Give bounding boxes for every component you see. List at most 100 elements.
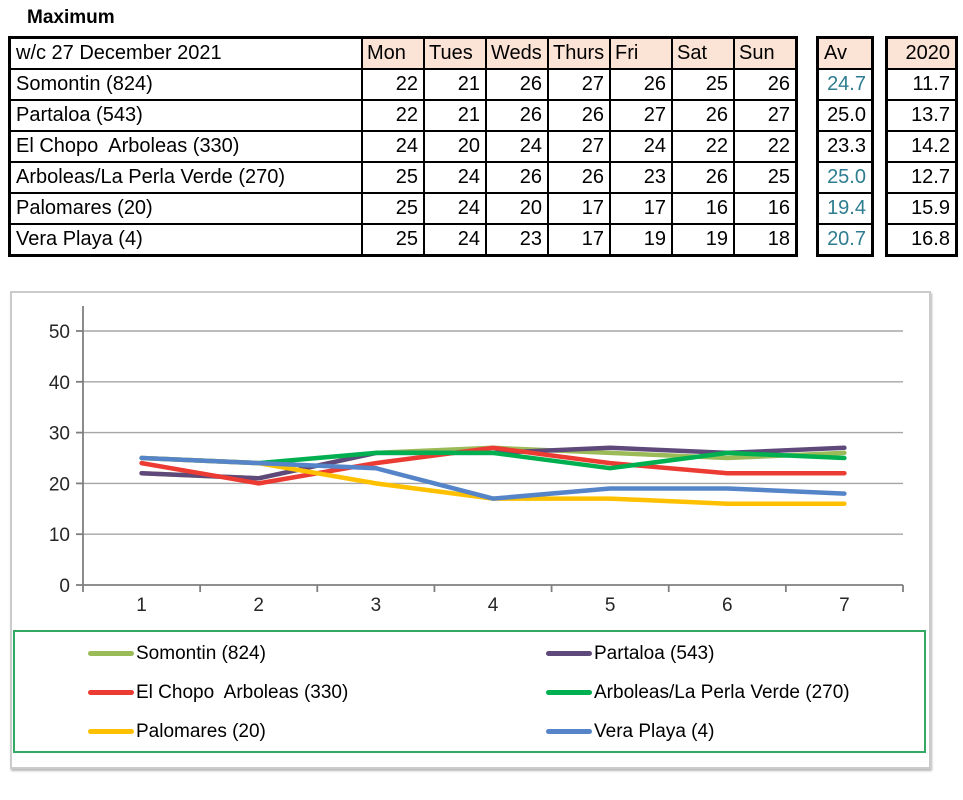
legend-swatch (88, 690, 134, 695)
day-value-cell[interactable]: 20 (423, 130, 487, 163)
year-row: 15.9 (885, 192, 958, 225)
day-value-cell[interactable]: 25 (361, 161, 425, 194)
day-value-cell[interactable]: 22 (361, 99, 425, 132)
day-value-cell[interactable]: 27 (609, 99, 673, 132)
table-row: Arboleas/La Perla Verde (270) 25 24 26 26 23 2… (8, 161, 798, 194)
row-label-cell[interactable]: El Chopo Arboleas (330) (8, 130, 363, 163)
weekly-table-body: Somontin (824) 22 21 26 27 26 25 26 Partaloa (54… (8, 68, 798, 257)
av-value-cell[interactable]: 20.7 (816, 223, 874, 257)
day-value-cell[interactable]: 27 (547, 68, 611, 101)
y-axis-label: 10 (49, 525, 70, 546)
day-value-cell[interactable]: 24 (485, 130, 549, 163)
av-value-cell[interactable]: 23.3 (816, 130, 874, 163)
day-value-cell[interactable]: 26 (547, 99, 611, 132)
year-header-cell[interactable]: 2020 (885, 36, 958, 70)
day-value-cell[interactable]: 18 (733, 223, 798, 257)
av-value-cell[interactable]: 24.7 (816, 68, 874, 101)
week-header-cell[interactable]: w/c 27 December 2021 (8, 36, 363, 70)
year-value-cell[interactable]: 12.7 (885, 161, 958, 194)
row-label-cell[interactable]: Vera Playa (4) (8, 223, 363, 257)
x-axis-label: 6 (722, 595, 733, 616)
day-value-cell[interactable]: 26 (485, 161, 549, 194)
day-value-cell[interactable]: 26 (733, 68, 798, 101)
tables-row: w/c 27 December 2021 Mon Tues Weds Thurs Fri… (8, 36, 958, 257)
y-axis-label: 0 (59, 576, 70, 597)
day-value-cell[interactable]: 17 (547, 192, 611, 225)
day-value-cell[interactable]: 16 (733, 192, 798, 225)
day-value-cell[interactable]: 24 (361, 130, 425, 163)
legend-label: Palomares (20) (136, 720, 266, 742)
day-value-cell[interactable]: 22 (671, 130, 735, 163)
day-value-cell[interactable]: 27 (547, 130, 611, 163)
day-header-cell[interactable]: Thurs (547, 36, 611, 70)
day-value-cell[interactable]: 21 (423, 68, 487, 101)
legend-swatch (546, 729, 592, 734)
year-row: 12.7 (885, 161, 958, 194)
day-header-cell[interactable]: Mon (361, 36, 425, 70)
day-value-cell[interactable]: 24 (423, 161, 487, 194)
day-value-cell[interactable]: 20 (485, 192, 549, 225)
av-value-cell[interactable]: 19.4 (816, 192, 874, 225)
average-table: Av 24.7 25.0 23.3 25.0 19.4 20.7 (816, 36, 874, 257)
day-value-cell[interactable]: 25 (671, 68, 735, 101)
day-header-cell[interactable]: Fri (609, 36, 673, 70)
day-value-cell[interactable]: 16 (671, 192, 735, 225)
day-value-cell[interactable]: 25 (361, 223, 425, 257)
day-value-cell[interactable]: 24 (423, 223, 487, 257)
table-row: Vera Playa (4) 25 24 23 17 19 19 18 (8, 223, 798, 257)
day-value-cell[interactable]: 17 (609, 192, 673, 225)
av-row: 19.4 (816, 192, 874, 225)
legend-item: Vera Playa (4) (546, 721, 924, 743)
year-value-cell[interactable]: 13.7 (885, 99, 958, 132)
av-header-row: Av (816, 36, 874, 70)
day-value-cell[interactable]: 26 (485, 99, 549, 132)
row-label-cell[interactable]: Partaloa (543) (8, 99, 363, 132)
av-row: 24.7 (816, 68, 874, 101)
day-header-cell[interactable]: Tues (423, 36, 487, 70)
day-value-cell[interactable]: 26 (547, 161, 611, 194)
day-header-cell[interactable]: Sat (671, 36, 735, 70)
year-value-cell[interactable]: 11.7 (885, 68, 958, 101)
line-chart: 0 10 20 30 40 50 1 2 3 4 5 6 7 (49, 306, 904, 616)
day-value-cell[interactable]: 26 (671, 99, 735, 132)
av-header-cell[interactable]: Av (816, 36, 874, 70)
year-value-cell[interactable]: 14.2 (885, 130, 958, 163)
legend-swatch (546, 651, 592, 656)
day-value-cell[interactable]: 22 (733, 130, 798, 163)
chart-container[interactable]: 0 10 20 30 40 50 1 2 3 4 5 6 7 Somontin (824) Partalo… (10, 291, 931, 769)
row-label-cell[interactable]: Palomares (20) (8, 192, 363, 225)
av-row: 25.0 (816, 99, 874, 132)
day-value-cell[interactable]: 22 (361, 68, 425, 101)
x-axis-label: 2 (253, 595, 264, 616)
day-value-cell[interactable]: 25 (361, 192, 425, 225)
row-label-cell[interactable]: Somontin (824) (8, 68, 363, 101)
day-value-cell[interactable]: 27 (733, 99, 798, 132)
day-value-cell[interactable]: 26 (609, 68, 673, 101)
day-value-cell[interactable]: 26 (671, 161, 735, 194)
av-value-cell[interactable]: 25.0 (816, 99, 874, 132)
x-axis-label: 1 (136, 595, 147, 616)
year-value-cell[interactable]: 16.8 (885, 223, 958, 257)
av-value-cell[interactable]: 25.0 (816, 161, 874, 194)
day-value-cell[interactable]: 24 (609, 130, 673, 163)
day-value-cell[interactable]: 23 (609, 161, 673, 194)
day-header-cell[interactable]: Sun (733, 36, 798, 70)
row-label-cell[interactable]: Arboleas/La Perla Verde (270) (8, 161, 363, 194)
day-header-cell[interactable]: Weds (485, 36, 549, 70)
day-value-cell[interactable]: 25 (733, 161, 798, 194)
x-axis-label: 3 (371, 595, 382, 616)
day-value-cell[interactable]: 19 (671, 223, 735, 257)
legend-item: Arboleas/La Perla Verde (270) (546, 682, 924, 704)
day-value-cell[interactable]: 24 (423, 192, 487, 225)
year-value-cell[interactable]: 15.9 (885, 192, 958, 225)
legend-label: Partaloa (543) (594, 642, 715, 664)
day-value-cell[interactable]: 21 (423, 99, 487, 132)
x-axis-label: 4 (488, 595, 499, 616)
day-value-cell[interactable]: 23 (485, 223, 549, 257)
day-value-cell[interactable]: 17 (547, 223, 611, 257)
day-value-cell[interactable]: 26 (485, 68, 549, 101)
chart-legend: Somontin (824) Partaloa (543) El Chopo Arb… (13, 630, 926, 753)
day-value-cell[interactable]: 19 (609, 223, 673, 257)
weekly-max-table: w/c 27 December 2021 Mon Tues Weds Thurs Fri… (8, 36, 798, 257)
av-row: 25.0 (816, 161, 874, 194)
